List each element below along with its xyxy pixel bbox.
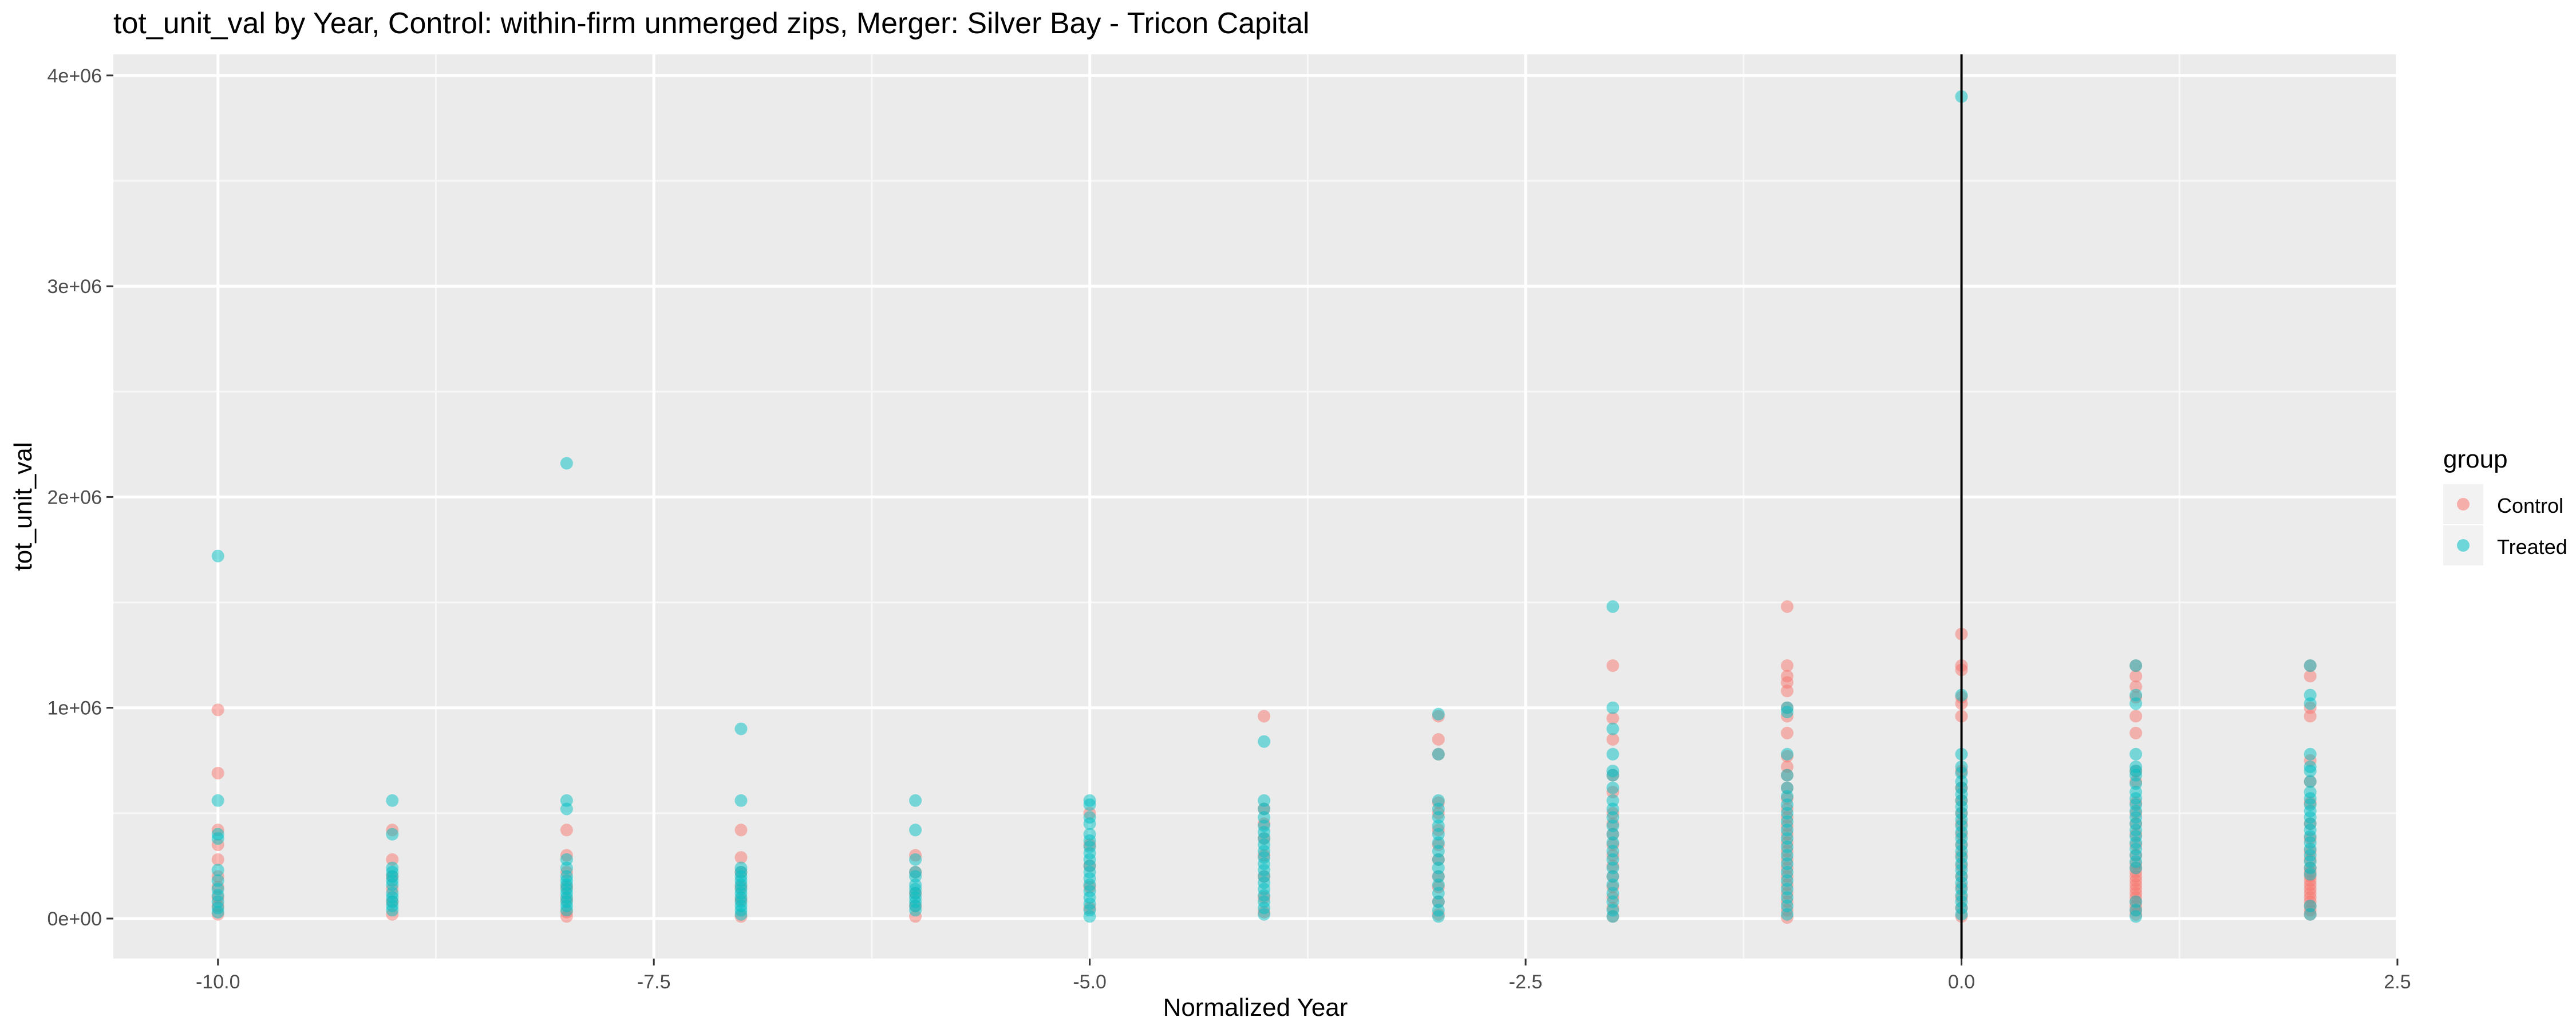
- point-control: [2304, 710, 2317, 723]
- point-treated: [1083, 910, 1096, 923]
- point-treated: [2129, 861, 2143, 874]
- point-control: [1606, 659, 1619, 672]
- y-tick-label: 1e+06: [48, 698, 102, 719]
- point-treated: [1258, 908, 1271, 921]
- point-treated: [2129, 659, 2143, 672]
- point-control: [2129, 726, 2143, 739]
- x-tick-label: -5.0: [1073, 971, 1107, 993]
- point-control: [211, 703, 224, 717]
- point-treated: [2304, 868, 2317, 881]
- x-tick-label: -10.0: [196, 971, 240, 993]
- point-control: [560, 824, 573, 837]
- point-control: [1606, 712, 1619, 725]
- point-control: [2304, 670, 2317, 683]
- chart-title: tot_unit_val by Year, Control: within-fi…: [113, 7, 1310, 40]
- point-treated: [560, 457, 573, 470]
- point-treated: [1781, 706, 1793, 719]
- point-treated: [386, 904, 399, 917]
- x-tick-label: 0.0: [1948, 971, 1975, 993]
- y-tick-label: 0e+00: [48, 908, 102, 930]
- x-axis: -10.0 -7.5 -5.0 -2.5 0.0 2.5: [196, 959, 2411, 993]
- legend-key-control: [2457, 498, 2470, 510]
- point-control: [1781, 684, 1793, 698]
- point-treated: [560, 802, 573, 816]
- point-control: [1781, 726, 1793, 739]
- point-treated: [1781, 747, 1793, 761]
- point-treated: [1606, 910, 1619, 923]
- point-treated: [909, 904, 922, 917]
- point-control: [734, 851, 748, 864]
- point-treated: [909, 824, 922, 837]
- point-treated: [211, 794, 224, 807]
- legend-label-treated: Treated: [2497, 535, 2567, 559]
- point-treated: [1606, 722, 1619, 735]
- point-treated: [211, 832, 224, 845]
- point-treated: [734, 794, 748, 807]
- x-tick-label: -7.5: [637, 971, 671, 993]
- point-treated: [386, 794, 399, 807]
- point-control: [1258, 710, 1271, 723]
- point-treated: [1781, 769, 1793, 782]
- point-treated: [386, 828, 399, 841]
- point-treated: [211, 549, 224, 563]
- point-treated: [2304, 659, 2317, 672]
- point-treated: [1432, 707, 1445, 721]
- point-treated: [560, 904, 573, 917]
- point-treated: [2129, 910, 2143, 923]
- point-treated: [2304, 765, 2317, 778]
- point-treated: [2129, 747, 2143, 761]
- point-control: [2129, 670, 2143, 683]
- point-control: [734, 824, 748, 837]
- legend-title: group: [2443, 445, 2508, 473]
- point-control: [211, 766, 224, 779]
- grid-minor: [113, 54, 2397, 959]
- plot-panel: [113, 54, 2397, 959]
- point-control: [1432, 733, 1445, 746]
- point-treated: [1432, 910, 1445, 923]
- point-treated: [2304, 775, 2317, 788]
- point-treated: [1432, 747, 1445, 761]
- point-treated: [1606, 600, 1619, 613]
- point-treated: [909, 853, 922, 866]
- x-axis-label: Normalized Year: [1163, 994, 1348, 1022]
- point-treated: [2304, 908, 2317, 921]
- point-treated: [1606, 701, 1619, 714]
- x-tick-label: 2.5: [2384, 971, 2411, 993]
- point-treated: [734, 722, 748, 735]
- y-tick-label: 4e+06: [48, 65, 102, 87]
- legend-key-treated: [2457, 539, 2470, 552]
- legend-label-control: Control: [2497, 494, 2563, 517]
- point-control: [2129, 710, 2143, 723]
- point-treated: [1258, 735, 1271, 748]
- point-treated: [734, 908, 748, 921]
- points-layer: [211, 90, 2317, 924]
- point-treated: [2304, 747, 2317, 761]
- y-tick-label: 2e+06: [48, 486, 102, 508]
- point-treated: [2129, 697, 2143, 710]
- point-treated: [1781, 908, 1793, 921]
- point-treated: [1606, 747, 1619, 761]
- point-treated: [909, 794, 922, 807]
- y-tick-label: 3e+06: [48, 276, 102, 298]
- y-axis: 0e+00 1e+06 2e+06 3e+06 4e+06: [48, 65, 113, 930]
- point-control: [211, 853, 224, 866]
- point-treated: [211, 864, 224, 877]
- legend: group Control Treated: [2443, 445, 2567, 565]
- point-control: [1606, 733, 1619, 746]
- point-treated: [1606, 769, 1619, 782]
- point-treated: [2304, 697, 2317, 710]
- point-treated: [1606, 781, 1619, 794]
- point-treated: [1083, 817, 1096, 830]
- point-control: [1781, 600, 1793, 613]
- point-control: [1781, 659, 1793, 672]
- point-treated: [211, 906, 224, 919]
- x-tick-label: -2.5: [1509, 971, 1543, 993]
- point-treated: [1083, 798, 1096, 812]
- y-axis-label: tot_unit_val: [9, 442, 37, 571]
